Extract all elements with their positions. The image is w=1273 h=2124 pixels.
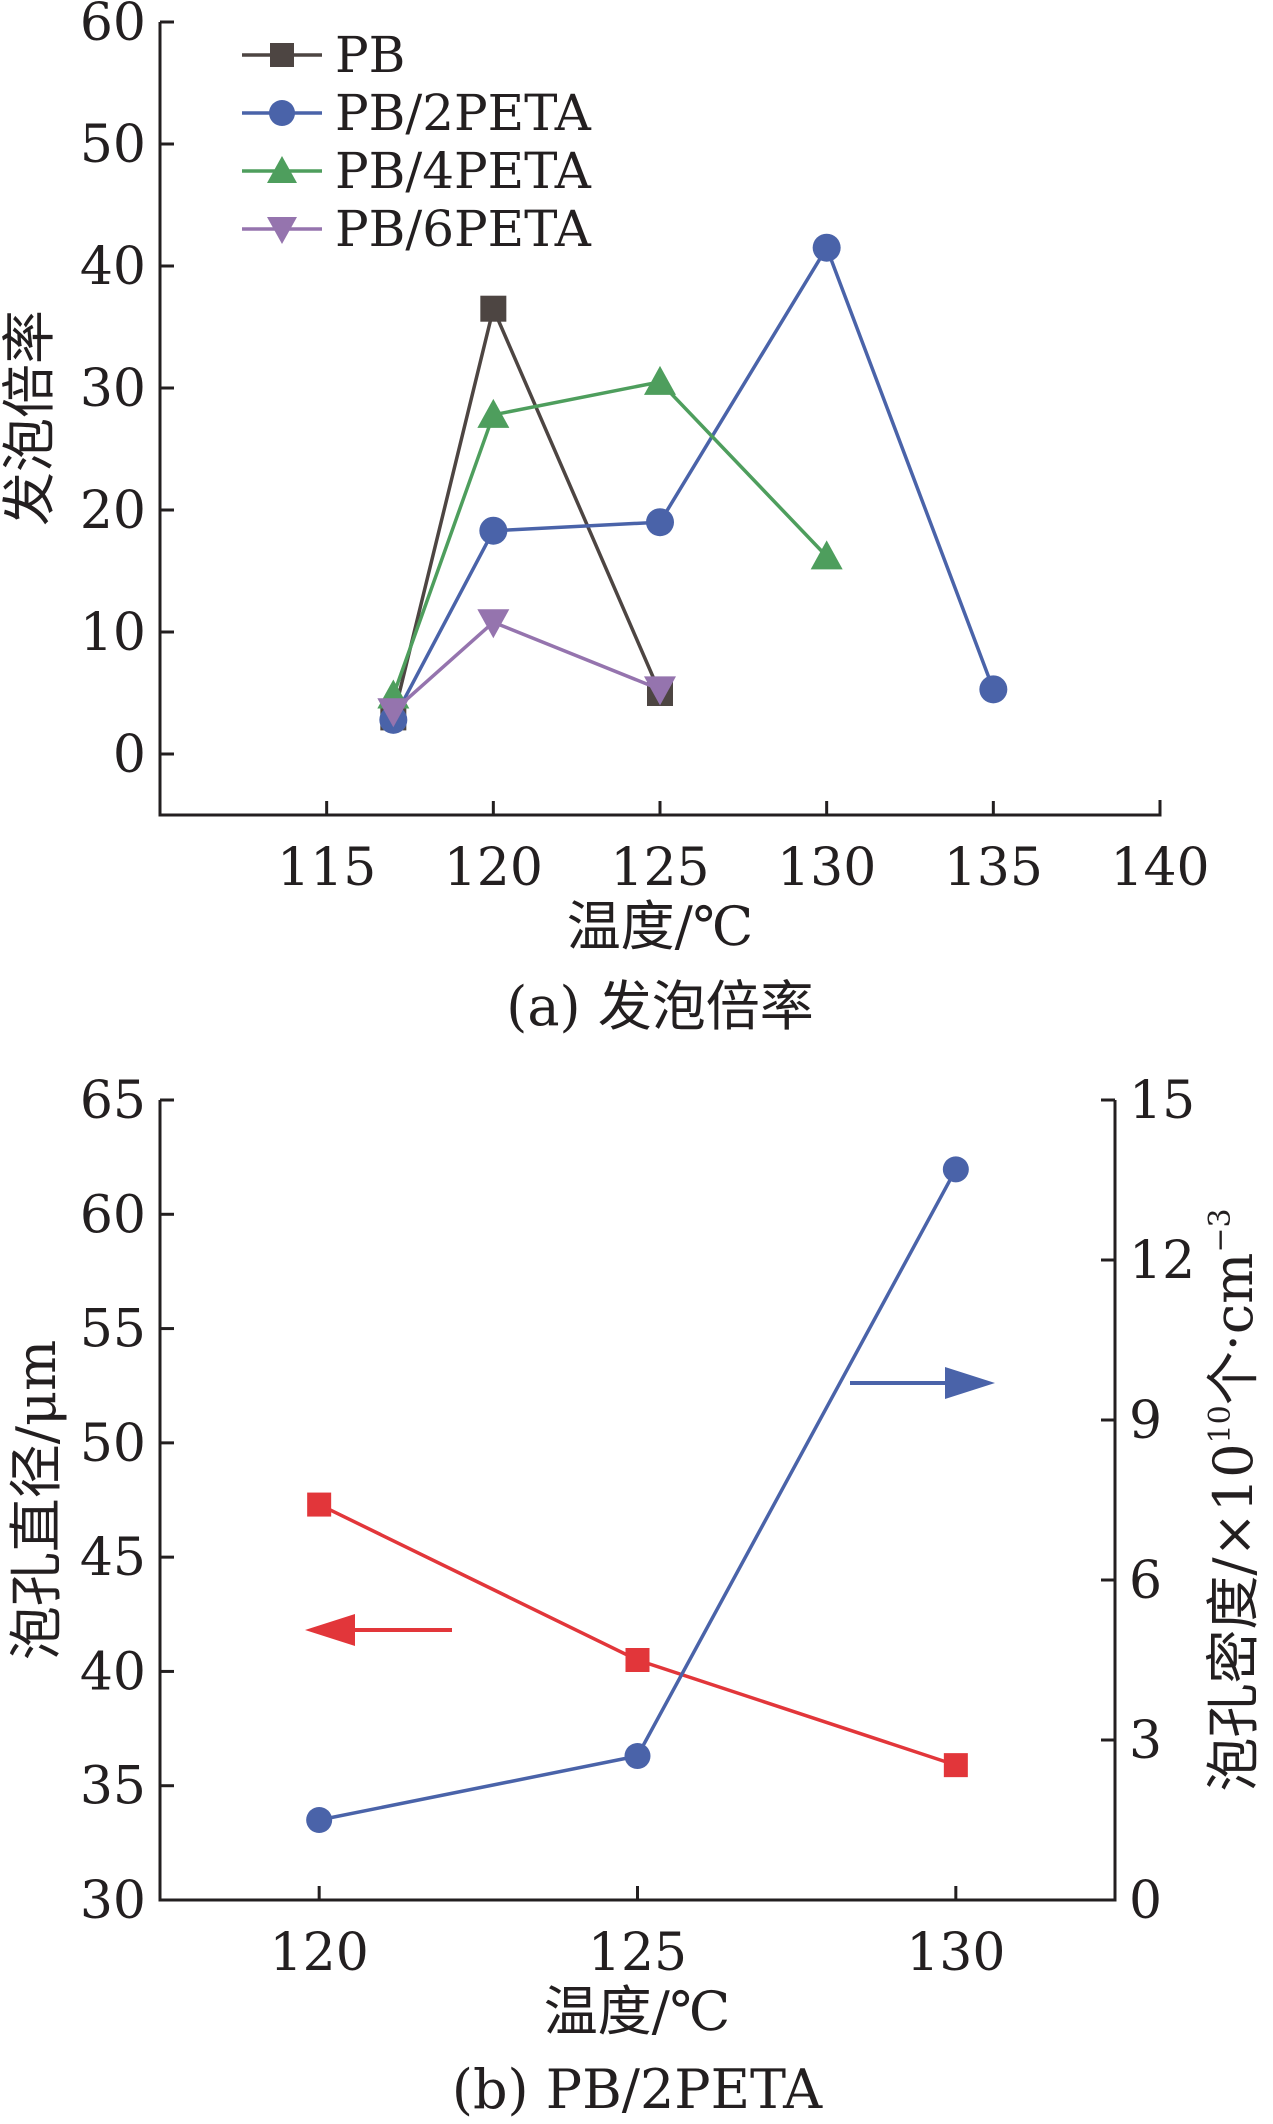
- series-pb-6peta: [377, 609, 676, 728]
- y-tick-label: 60: [80, 0, 146, 53]
- series-pb-4peta: [377, 365, 843, 709]
- panel-b-left-y-ticks: 30 35 40 45 50 55 60 65: [80, 1071, 174, 1931]
- right-y-tick-label: 12: [1129, 1231, 1195, 1291]
- left-y-tick-label: 55: [80, 1300, 146, 1360]
- panel-b-pb-2peta: 30 35 40 45 50 55 60 65 0 3 6 9 12 15 120 125 130 泡孔直径…: [5, 1071, 1265, 2121]
- series-cell-diameter: [307, 1492, 968, 1778]
- data-point: [480, 295, 507, 322]
- right-y-tick-label: 9: [1129, 1391, 1162, 1451]
- panel-b-axis-frame: [158, 1100, 1117, 1902]
- data-point: [646, 508, 674, 537]
- legend-label: PB/2PETA: [335, 84, 592, 142]
- y2-title-unit-exp: −3: [1203, 1208, 1238, 1252]
- data-point: [810, 540, 843, 570]
- panel-b-caption: (b) PB/2PETA: [452, 2058, 823, 2121]
- left-y-tick-label: 50: [80, 1414, 146, 1474]
- left-y-tick-label: 45: [80, 1528, 146, 1588]
- left-y-tick-label: 40: [80, 1642, 146, 1702]
- y-tick-label: 50: [80, 115, 146, 175]
- legend-item-pb-6peta: PB/6PETA: [242, 200, 592, 258]
- right-y-tick-label: 0: [1129, 1871, 1162, 1931]
- data-point: [477, 609, 510, 639]
- panel-b-right-y-axis-title: 泡孔密度/×1010个·cm−3: [1202, 1208, 1265, 1791]
- left-y-tick-label: 60: [80, 1185, 146, 1245]
- series-cell-density: [306, 1156, 969, 1833]
- legend-marker: [269, 100, 295, 126]
- data-point: [812, 233, 841, 262]
- panel-a-series: [377, 233, 1008, 734]
- panel-a-caption: (a) 发泡倍率: [506, 975, 814, 1038]
- x-tick-label: 135: [944, 838, 1043, 898]
- right-axis-arrow: [850, 1367, 995, 1399]
- x-tick-label: 140: [1110, 838, 1209, 898]
- x-tick-label: 125: [588, 1923, 687, 1983]
- series-line: [318, 1168, 958, 1822]
- y-tick-label: 40: [80, 237, 146, 297]
- legend-label: PB/6PETA: [335, 200, 592, 258]
- data-point: [306, 1807, 333, 1833]
- legend-marker: [267, 156, 297, 183]
- legend-item-pb: PB: [242, 26, 405, 84]
- series-line: [392, 620, 661, 713]
- y-tick-label: 0: [113, 725, 146, 785]
- series-line: [318, 1502, 957, 1767]
- left-y-tick-label: 30: [80, 1871, 146, 1931]
- panel-a-x-axis-title: 温度/℃: [567, 895, 754, 958]
- x-tick-label: 120: [444, 838, 543, 898]
- legend-marker: [267, 217, 297, 244]
- panel-a-y-axis-title: 发泡倍率: [0, 310, 61, 526]
- panel-a-foaming-ratio: 0 10 20 30 40 50 60 115 120 125 130 135 140 PBPB/2P…: [0, 0, 1210, 1038]
- y2-title-main: 泡孔密度/×10: [1202, 1443, 1265, 1791]
- series-pb-2peta: [379, 233, 1008, 734]
- left-y-tick-label: 65: [80, 1071, 146, 1131]
- data-point: [979, 675, 1008, 704]
- legend-item-pb-4peta: PB/4PETA: [242, 142, 592, 200]
- data-point: [625, 1648, 650, 1672]
- legend-item-pb-2peta: PB/2PETA: [242, 84, 592, 142]
- x-tick-label: 130: [777, 838, 876, 898]
- panel-b-right-y-ticks: 0 3 6 9 12 15: [1101, 1071, 1195, 1931]
- data-point: [943, 1753, 968, 1778]
- data-point: [477, 398, 510, 428]
- right-y-tick-label: 3: [1129, 1711, 1162, 1771]
- right-y-tick-label: 15: [1129, 1071, 1195, 1131]
- series-line: [391, 379, 828, 697]
- x-tick-label: 130: [906, 1923, 1005, 1983]
- data-point: [307, 1492, 332, 1517]
- y-tick-label: 20: [80, 481, 146, 541]
- x-tick-label: 120: [270, 1923, 369, 1983]
- data-point: [479, 516, 508, 545]
- data-point: [942, 1156, 969, 1183]
- panel-b-x-ticks: 120 125 130: [270, 1886, 1005, 1983]
- panel-b-series: [306, 1156, 969, 1833]
- right-y-tick-label: 6: [1129, 1551, 1162, 1611]
- y2-title-unit: 个·cm: [1202, 1253, 1265, 1406]
- x-tick-label: 115: [277, 838, 376, 898]
- data-point: [377, 698, 410, 728]
- left-axis-arrow: [305, 1614, 452, 1646]
- y-tick-label: 30: [80, 359, 146, 419]
- left-y-tick-label: 35: [80, 1757, 146, 1817]
- panel-a-y-ticks: 0 10 20 30 40 50 60: [80, 0, 174, 785]
- data-point: [644, 365, 676, 395]
- y2-title-exp: 10: [1203, 1405, 1238, 1443]
- series-pb: [380, 295, 673, 731]
- panel-a-x-ticks: 115 120 125 130 135 140: [277, 801, 1210, 898]
- data-point: [644, 676, 676, 706]
- data-point: [624, 1743, 651, 1769]
- series-line: [391, 303, 662, 718]
- legend-marker: [270, 43, 294, 67]
- y-tick-label: 10: [80, 603, 146, 663]
- panel-b-x-axis-title: 温度/℃: [544, 1980, 731, 2043]
- legend-label: PB: [335, 26, 405, 84]
- panel-b-left-y-axis-title: 泡孔直径/μm: [5, 1340, 68, 1661]
- x-tick-label: 125: [610, 838, 709, 898]
- legend-label: PB/4PETA: [335, 142, 592, 200]
